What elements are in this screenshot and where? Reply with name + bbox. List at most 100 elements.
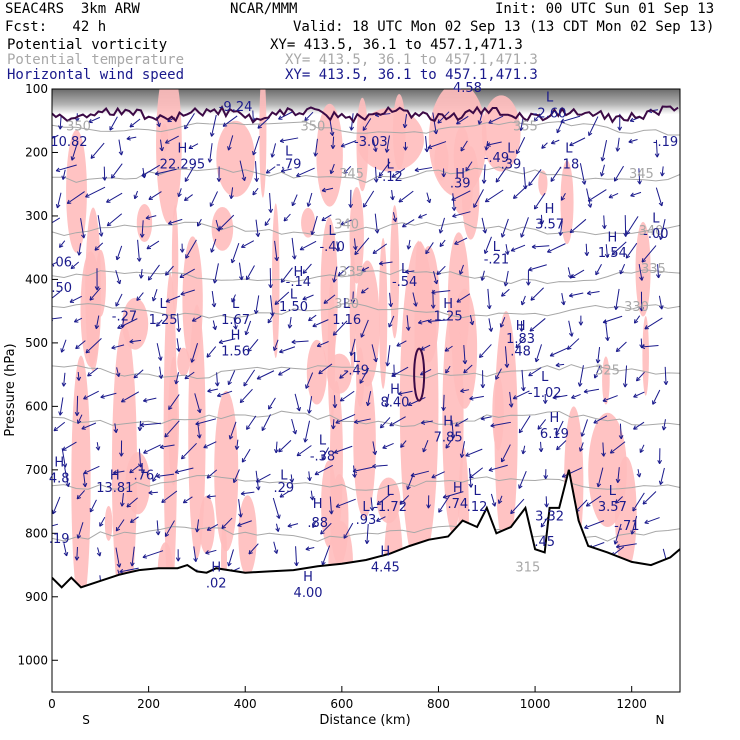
pv-extremum-label: -.79 (276, 157, 301, 172)
wind-arrowhead (588, 131, 593, 136)
wind-arrowhead (596, 482, 602, 488)
wind-vector (611, 241, 627, 256)
wind-vector (461, 441, 466, 458)
wind-arrowhead (184, 177, 189, 182)
wind-arrowhead (100, 394, 105, 399)
wind-vector (211, 290, 215, 308)
wind-vector (516, 137, 526, 154)
wind-vector (241, 491, 255, 495)
wind-arrowhead (292, 430, 298, 435)
wind-vector (52, 217, 61, 224)
wind-arrowhead (82, 482, 88, 488)
wind-arrowhead (175, 557, 181, 562)
pv-extremum-label: .45 (534, 535, 555, 550)
wind-arrowhead (639, 276, 644, 281)
wind-vector (501, 288, 510, 297)
wind-arrowhead (145, 215, 150, 220)
pv-fill-region (216, 120, 255, 197)
wind-arrowhead (274, 300, 280, 305)
wind-arrowhead (58, 125, 63, 130)
wind-arrowhead (602, 397, 607, 403)
wind-arrowhead (106, 198, 111, 203)
theta-contour-325 (52, 364, 680, 380)
wind-vector (532, 245, 550, 248)
wind-arrowhead (126, 503, 131, 508)
wind-arrowhead (378, 172, 384, 177)
wind-arrowhead (538, 447, 544, 453)
wind-arrowhead (148, 195, 153, 201)
wind-arrowhead (116, 279, 122, 285)
wind-vector (436, 265, 446, 276)
wind-vector (367, 391, 372, 406)
wind-arrowhead (195, 421, 200, 426)
pv-extremum-label: L (565, 141, 573, 156)
wind-vector (138, 448, 142, 468)
wind-arrowhead (360, 289, 366, 294)
wind-vector (337, 265, 350, 277)
wind-arrowhead (176, 347, 181, 352)
wind-vector (579, 365, 584, 387)
wind-vector (287, 523, 299, 527)
wind-vector (481, 270, 485, 281)
wind-vector (522, 445, 526, 455)
wind-vector (329, 118, 334, 136)
wind-arrowhead (159, 146, 165, 152)
theta-label: 325 (595, 364, 620, 379)
wind-vector (212, 320, 216, 330)
wind-arrowhead (227, 146, 232, 151)
wind-vector (465, 161, 473, 172)
wind-vector (62, 441, 77, 451)
wind-vector (256, 370, 275, 380)
wind-vector (432, 112, 437, 135)
wind-vector (239, 388, 253, 403)
wind-arrowhead (658, 480, 664, 485)
wind-arrowhead (438, 229, 444, 234)
wind-arrowhead (354, 250, 359, 256)
wind-arrowhead (89, 508, 94, 513)
wind-arrowhead (253, 309, 259, 315)
wind-arrowhead (561, 300, 566, 306)
wind-vector (490, 493, 496, 507)
pv-extremum-label: 1.83 (506, 332, 535, 347)
wind-vector (391, 189, 394, 200)
wind-vector (207, 388, 219, 392)
wind-vector (53, 421, 66, 432)
wind-arrowhead (320, 530, 325, 535)
wind-arrowhead (585, 502, 591, 507)
pv-extremum-label: .18 (559, 157, 580, 172)
wind-arrowhead (278, 447, 283, 453)
pv-extremum-label: 1.50 (279, 300, 308, 315)
wind-arrowhead (304, 116, 309, 122)
wind-vector (143, 397, 157, 402)
wind-arrowhead (265, 169, 271, 174)
wind-arrowhead (63, 551, 69, 557)
wind-arrowhead (549, 352, 555, 357)
wind-arrowhead (566, 345, 572, 350)
wind-vector (521, 295, 526, 306)
pv-extremum-label: .74 (447, 497, 468, 512)
wind-vector (268, 397, 276, 410)
wind-arrowhead (404, 269, 410, 275)
wind-vector (83, 473, 86, 487)
wind-arrowhead (399, 500, 405, 505)
wind-vector (386, 345, 391, 367)
theta-label: 345 (629, 167, 654, 182)
wind-vector (81, 422, 97, 430)
wind-vector (463, 345, 466, 364)
wind-vector (333, 445, 353, 454)
pv-extremum-label: 10.82 (50, 135, 87, 150)
wind-vector (488, 318, 492, 332)
wind-vector (389, 416, 406, 427)
wind-vector (56, 192, 62, 209)
wind-arrowhead (212, 325, 218, 331)
wind-arrowhead (280, 168, 286, 173)
wind-arrowhead (629, 117, 635, 123)
wind-vector (659, 467, 665, 485)
wind-vector (442, 394, 445, 411)
wind-vector (604, 320, 609, 341)
pv-fill-region (104, 505, 113, 541)
wind-vector (540, 441, 542, 452)
wind-arrowhead (291, 339, 296, 345)
wind-vector (631, 515, 638, 535)
wind-vector (59, 240, 66, 248)
